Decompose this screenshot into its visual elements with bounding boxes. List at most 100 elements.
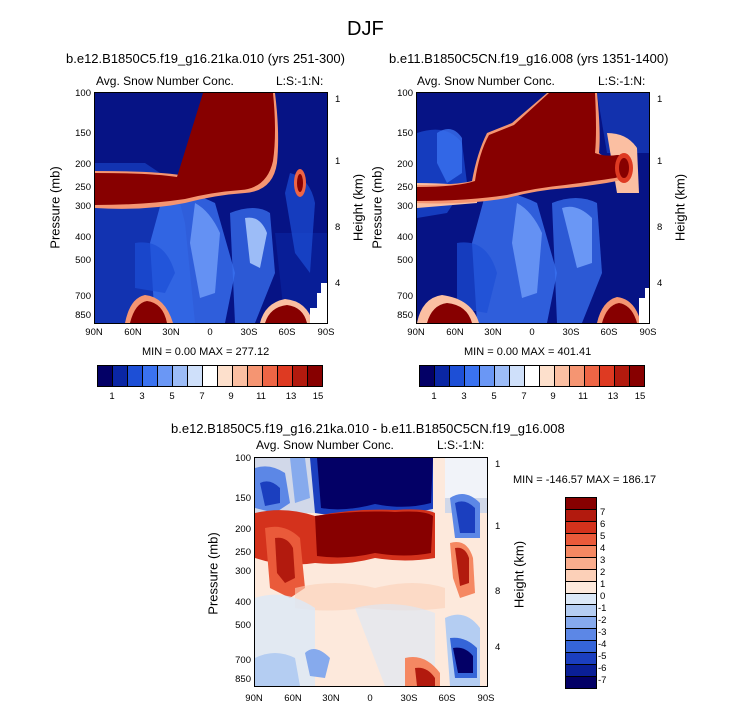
cbar-diff-label: -2 xyxy=(598,615,606,626)
panel-1-xtick-0: 0 xyxy=(207,327,212,338)
panel-1-title: b.e12.B1850C5.f19_g16.21ka.010 (yrs 251-… xyxy=(66,51,345,66)
panel-diff-ytick-400: 400 xyxy=(235,597,251,608)
cbar-diff-label: 3 xyxy=(600,555,605,566)
cbar-seq-cell xyxy=(615,366,630,386)
panel-2-ytick-100: 100 xyxy=(397,88,413,99)
panel-diff-rtick-8: 8 xyxy=(495,586,500,597)
cbar-seq-cell xyxy=(495,366,510,386)
cbar-seq-cell xyxy=(293,366,308,386)
panel-2-rtick-4: 4 xyxy=(657,278,662,289)
panel-2-left-label: Avg. Snow Number Conc. xyxy=(417,74,555,88)
panel-diff-xtick-60n: 60N xyxy=(284,693,302,704)
panel-2-right-label: L:S:-1:N: xyxy=(598,74,646,88)
cbar-seq-cell xyxy=(158,366,173,386)
cbar-seq-cell xyxy=(203,366,218,386)
panel-2-plot xyxy=(416,92,650,324)
panel-diff-ytick-150: 150 xyxy=(235,493,251,504)
panel-1-ytick-400: 400 xyxy=(75,232,91,243)
cbar-diff-label: 2 xyxy=(600,567,605,578)
panel-diff-rtick-16: 16 xyxy=(495,459,500,470)
cbar-1-label: 15 xyxy=(313,391,323,402)
cbar-diff-label: -4 xyxy=(598,639,606,650)
panel-2-ytick-150: 150 xyxy=(397,128,413,139)
panel-diff-xtick-90s: 90S xyxy=(478,693,495,704)
panel-2-ylabel-right: Height (km) xyxy=(672,173,688,242)
panel-diff-ytick-700: 700 xyxy=(235,655,251,666)
panel-2-axes: 100 150 200 250 300 400 500 700 850 16 1… xyxy=(397,88,662,338)
panel-diff-axes: 100 150 200 250 300 400 500 700 850 16 1… xyxy=(235,453,500,704)
cbar-seq-cell xyxy=(113,366,128,386)
cbar-diff-label: -6 xyxy=(598,663,606,674)
cbar-div-cell xyxy=(566,653,596,666)
cbar-1-label: 5 xyxy=(169,391,174,402)
cbar-1-label: 7 xyxy=(199,391,204,402)
cbar-diff-label: -3 xyxy=(598,627,606,638)
panel-1-right-label: L:S:-1:N: xyxy=(276,74,324,88)
panel-2-rtick-16: 16 xyxy=(657,94,662,105)
cbar-seq-cell xyxy=(263,366,278,386)
cbar-div-cell xyxy=(566,521,596,534)
panel-2-ytick-700: 700 xyxy=(397,291,413,302)
panel-diff-left-label: Avg. Snow Number Conc. xyxy=(256,438,394,452)
cbar-seq-cell xyxy=(308,366,322,386)
cbar-seq-cell xyxy=(540,366,555,386)
cbar-2-label: 3 xyxy=(461,391,466,402)
panel-2-colorbar xyxy=(419,365,645,387)
panel-1-stats: MIN = 0.00 MAX = 277.12 xyxy=(142,346,270,358)
cbar-div-cell xyxy=(566,677,596,688)
panel-1-ytick-100: 100 xyxy=(75,88,91,99)
panel-diff-xtick-90n: 90N xyxy=(245,693,263,704)
panel-1-xtick-90s: 90S xyxy=(318,327,335,338)
cbar-div-cell xyxy=(566,569,596,582)
cbar-seq-cell xyxy=(585,366,600,386)
panel-diff-plot xyxy=(254,457,488,687)
cbar-2-label: 11 xyxy=(578,391,588,402)
cbar-diff-label: -7 xyxy=(598,675,606,686)
panel-1-rtick-16: 16 xyxy=(335,94,340,105)
cbar-div-cell xyxy=(566,629,596,642)
panel-1-rtick-4: 4 xyxy=(335,278,340,289)
cbar-seq-cell xyxy=(435,366,450,386)
panel-2-xtick-30n: 30N xyxy=(484,327,502,338)
cbar-1-label: 11 xyxy=(256,391,266,402)
cbar-seq-cell xyxy=(233,366,248,386)
cbar-div-cell xyxy=(566,498,596,510)
panel-diff-xtick-30n: 30N xyxy=(322,693,340,704)
panel-1-ytick-500: 500 xyxy=(75,255,91,266)
panel-1-rtick-12: 12 xyxy=(335,156,340,167)
panel-2-xtick-60n: 60N xyxy=(446,327,464,338)
cbar-div-cell xyxy=(566,509,596,522)
panel-1-ytick-250: 250 xyxy=(75,182,91,193)
panel-diff-right-label: L:S:-1:N: xyxy=(437,438,485,452)
panel-1-xtick-90n: 90N xyxy=(85,327,103,338)
cbar-diff-label: 4 xyxy=(600,543,605,554)
cbar-2-label: 15 xyxy=(635,391,645,402)
panel-diff-rtick-4: 4 xyxy=(495,642,500,653)
cbar-diff-label: -1 xyxy=(598,603,606,614)
cbar-diff-label: -5 xyxy=(598,651,606,662)
panel-1-axes: 100 150 200 250 300 400 500 700 850 16 1… xyxy=(75,88,340,338)
panel-2-ytick-850: 850 xyxy=(397,310,413,321)
cbar-diff-label: 7 xyxy=(600,507,605,518)
panel-1-ytick-200: 200 xyxy=(75,159,91,170)
panel-1-xtick-30s: 30S xyxy=(241,327,258,338)
cbar-seq-cell xyxy=(450,366,465,386)
cbar-seq-cell xyxy=(600,366,615,386)
panel-1-xtick-60n: 60N xyxy=(124,327,142,338)
panel-2-ytick-200: 200 xyxy=(397,159,413,170)
panel-diff-field xyxy=(255,458,487,686)
cbar-diff-label: 1 xyxy=(600,579,605,590)
panel-1-colorbar xyxy=(97,365,323,387)
cbar-div-cell xyxy=(566,581,596,594)
cbar-seq-cell xyxy=(465,366,480,386)
page-title: DJF xyxy=(347,18,384,40)
cbar-div-cell xyxy=(566,641,596,654)
cbar-seq-cell xyxy=(278,366,293,386)
panel-2-xtick-30s: 30S xyxy=(563,327,580,338)
cbar-seq-cell xyxy=(420,366,435,386)
panel-1-ytick-150: 150 xyxy=(75,128,91,139)
cbar-2-label: 1 xyxy=(431,391,436,402)
panel-2-ytick-250: 250 xyxy=(397,182,413,193)
panel-1-xtick-30n: 30N xyxy=(162,327,180,338)
panel-2-ytick-500: 500 xyxy=(397,255,413,266)
